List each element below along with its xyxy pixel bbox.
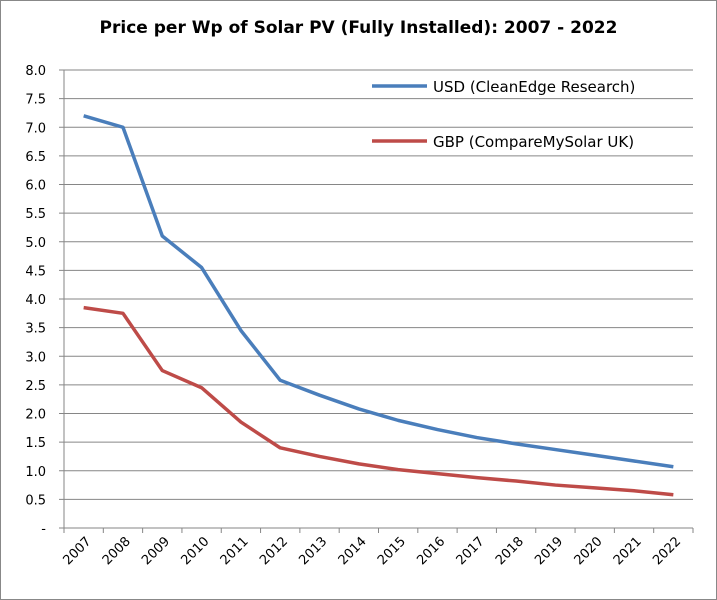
x-tick-label: 2013 <box>296 534 330 568</box>
y-tick-label: 6.5 <box>25 150 46 165</box>
y-tick-label: 3.0 <box>25 350 46 365</box>
y-tick-label: 4.5 <box>25 264 46 279</box>
y-tick-label: 3.5 <box>25 322 46 337</box>
y-tick-label: 2.5 <box>25 379 46 394</box>
y-tick-label: 5.0 <box>25 236 46 251</box>
legend-label: GBP (CompareMySolar UK) <box>433 133 634 151</box>
x-tick-label: 2022 <box>650 534 684 568</box>
y-tick-label: 5.5 <box>25 207 46 222</box>
x-tick-label: 2009 <box>139 534 173 568</box>
series-line-gbp <box>83 305 674 497</box>
y-tick-label: 1.0 <box>25 465 46 480</box>
y-tick-label: 0.5 <box>25 493 46 508</box>
x-tick-label: 2015 <box>375 534 409 568</box>
x-tick-label: 2020 <box>572 534 606 568</box>
x-tick-label: 2016 <box>414 534 448 568</box>
x-tick-label: 2017 <box>454 534 488 568</box>
chart-title: Price per Wp of Solar PV (Fully Installe… <box>99 18 618 38</box>
y-tick-label: 6.0 <box>25 179 46 194</box>
x-tick-label: 2011 <box>218 534 252 568</box>
x-tick-label: 2007 <box>60 534 94 568</box>
y-tick-label: 7.0 <box>25 121 46 136</box>
x-tick-label: 2010 <box>178 534 212 568</box>
x-tick-label: 2008 <box>100 534 134 568</box>
y-tick-label: 8.0 <box>25 64 46 79</box>
legend-label: USD (CleanEdge Research) <box>433 78 635 96</box>
y-tick-label: 2.0 <box>25 408 46 423</box>
y-tick-label: - <box>41 522 46 537</box>
x-tick-label: 2012 <box>257 534 291 568</box>
y-tick-label: 4.0 <box>25 293 46 308</box>
x-tick-label: 2018 <box>493 534 527 568</box>
y-tick-label: 7.5 <box>25 93 46 108</box>
x-tick-label: 2019 <box>532 534 566 568</box>
y-tick-label: 1.5 <box>25 436 46 451</box>
series-line-usd <box>83 114 674 469</box>
x-tick-label: 2014 <box>336 534 370 568</box>
x-tick-label: 2021 <box>611 534 645 568</box>
